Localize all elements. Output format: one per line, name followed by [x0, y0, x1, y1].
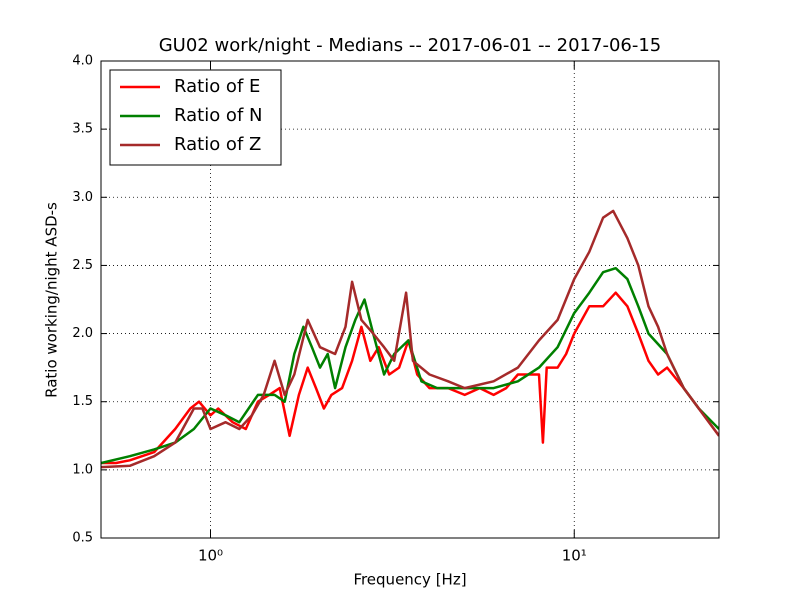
y-tick-label: 1.5	[72, 394, 93, 409]
chart-title: GU02 work/night - Medians -- 2017-06-01 …	[159, 35, 662, 56]
y-tick-label: 3.5	[72, 122, 93, 137]
x-tick-label: 10⁰	[198, 547, 223, 565]
y-tick-label: 2.5	[72, 258, 93, 273]
y-tick-label: 1.0	[72, 462, 93, 477]
y-tick-label: 2.0	[72, 326, 93, 341]
data-line	[101, 266, 719, 465]
x-axis-label: Frequency [Hz]	[353, 571, 466, 589]
data-line	[101, 291, 719, 465]
legend-label: Ratio of N	[174, 105, 262, 126]
x-tick-label: 10¹	[562, 547, 587, 565]
plot-frame	[100, 60, 720, 539]
legend-label: Ratio of E	[174, 76, 260, 97]
legend-label: Ratio of Z	[174, 134, 261, 155]
y-tick-label: 4.0	[72, 54, 93, 69]
y-axis-label: Ratio working/night ASD-s	[43, 202, 61, 398]
data-line	[101, 209, 719, 469]
y-tick-label: 0.5	[72, 531, 93, 546]
y-tick-label: 3.0	[72, 190, 93, 205]
